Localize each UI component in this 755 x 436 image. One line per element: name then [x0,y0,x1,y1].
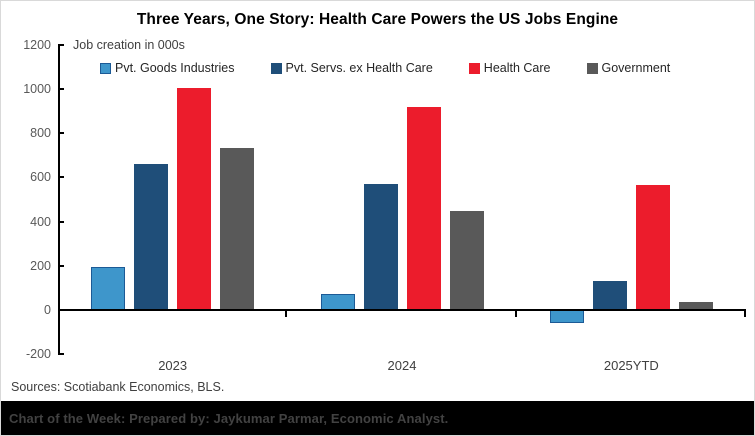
y-tick-label: 1000 [23,82,51,97]
legend-item-3: Health Care [468,61,551,75]
bar-2024-series1 [320,294,355,310]
sources-note: Sources: Scotiabank Economics, BLS. [11,380,225,394]
legend-item-2: Pvt. Servs. ex Health Care [270,61,433,75]
legend-item-1: Pvt. Goods Industries [100,61,235,75]
axis-note: Job creation in 000s [73,38,185,52]
bar-2025YTD-series2 [592,281,627,310]
y-tick-label: 0 [44,302,51,317]
footer-bar: Chart of the Week: Prepared by: Jaykumar… [1,401,754,435]
y-tick-label: 200 [30,258,51,273]
bar-2024-series2 [363,184,398,310]
y-tick-mark [58,132,64,135]
legend-marker-icon [586,62,598,74]
y-tick-mark [58,44,64,46]
bar-2023-series4 [220,147,255,310]
y-tick-label: 600 [30,170,51,185]
y-tick-label: 400 [30,214,51,229]
bar-2025YTD-series4 [678,302,713,310]
legend-marker-icon [270,62,282,74]
x-axis-line [58,308,746,311]
x-boundary-tick [514,309,517,317]
y-axis-line [58,45,60,354]
bar-2024-series3 [406,106,441,310]
plot-area [58,44,746,355]
bar-2025YTD-series3 [635,185,670,310]
legend-label: Pvt. Goods Industries [115,61,235,75]
bar-2023-series1 [91,266,126,310]
legend-label: Pvt. Servs. ex Health Care [285,61,433,75]
x-axis-category-label: 2025YTD [603,358,659,373]
bar-2023-series3 [177,88,212,310]
bar-2023-series2 [134,164,169,310]
bar-2025YTD-series1 [549,309,584,324]
legend-label: Health Care [483,61,551,75]
x-axis-category-label: 2024 [387,358,417,373]
legend-marker-icon [468,62,480,74]
x-boundary-tick [744,309,746,317]
x-axis-category-label: 2023 [158,358,188,373]
y-tick-label: 800 [30,126,51,141]
legend-label: Government [601,61,671,75]
y-tick-mark [58,353,64,355]
legend-item-4: Government [586,61,671,75]
y-tick-mark [58,88,64,91]
y-tick-mark [58,264,64,267]
y-tick-label: -200 [25,347,51,361]
footer-text: Chart of the Week: Prepared by: Jaykumar… [9,410,449,426]
bar-2024-series4 [449,210,484,310]
x-boundary-tick [285,309,288,317]
y-tick-mark [58,176,64,179]
y-tick-label: 1200 [23,38,51,52]
legend-marker-icon [100,62,111,74]
y-tick-mark [58,220,64,223]
legend: Pvt. Goods Industries Pvt. Servs. ex Heal… [100,61,670,75]
chart-title: Three Years, One Story: Health Care Powe… [136,11,619,28]
